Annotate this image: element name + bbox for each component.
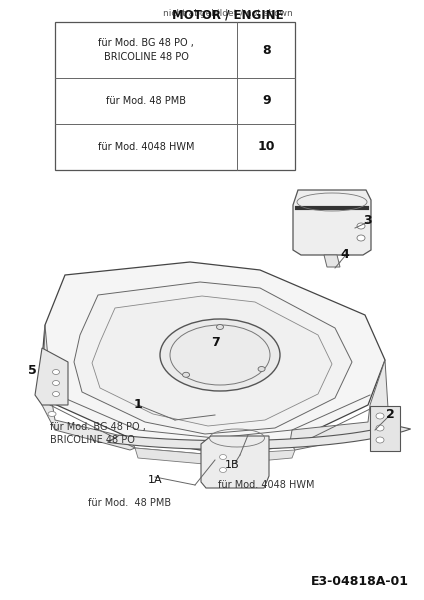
Ellipse shape <box>217 325 223 329</box>
Ellipse shape <box>160 319 280 391</box>
Bar <box>55 22 295 170</box>
Ellipse shape <box>48 400 56 404</box>
Bar <box>370 406 400 451</box>
Polygon shape <box>108 425 411 449</box>
Text: E3-04818A-01: E3-04818A-01 <box>311 575 409 588</box>
Ellipse shape <box>53 370 59 374</box>
Ellipse shape <box>53 380 59 385</box>
Ellipse shape <box>357 235 365 241</box>
Text: 1A: 1A <box>148 475 162 485</box>
Text: 10: 10 <box>257 140 275 154</box>
Text: 9: 9 <box>262 94 271 107</box>
Text: 1B: 1B <box>225 460 239 470</box>
Polygon shape <box>324 255 340 267</box>
Text: nicht abgebildet / not shown: nicht abgebildet / not shown <box>163 9 293 18</box>
Text: 7: 7 <box>211 335 219 349</box>
Ellipse shape <box>376 425 384 431</box>
Text: 5: 5 <box>28 364 36 377</box>
Polygon shape <box>42 325 135 450</box>
Text: für Mod.  48 PMB: für Mod. 48 PMB <box>88 498 171 508</box>
Text: für Mod. BG 48 PO ,
BRICOLINE 48 PO: für Mod. BG 48 PO , BRICOLINE 48 PO <box>50 422 146 445</box>
Text: 8: 8 <box>262 43 271 56</box>
Polygon shape <box>92 296 332 426</box>
Text: 1: 1 <box>134 398 142 412</box>
Ellipse shape <box>258 367 265 371</box>
Text: 4: 4 <box>340 248 349 262</box>
Text: MOTOR / ENGINE: MOTOR / ENGINE <box>172 9 284 22</box>
Ellipse shape <box>53 391 59 397</box>
Ellipse shape <box>220 467 226 473</box>
Polygon shape <box>293 190 371 255</box>
Text: 3: 3 <box>364 214 372 226</box>
Text: für Mod. 4048 HWM: für Mod. 4048 HWM <box>218 480 315 490</box>
Polygon shape <box>290 360 388 450</box>
Text: für Mod. 4048 HWM: für Mod. 4048 HWM <box>98 142 195 152</box>
Ellipse shape <box>376 413 384 419</box>
Polygon shape <box>42 262 385 450</box>
Polygon shape <box>201 436 269 488</box>
Ellipse shape <box>220 455 226 460</box>
Ellipse shape <box>183 372 190 377</box>
Polygon shape <box>74 282 352 434</box>
Text: für Mod. 48 PMB: für Mod. 48 PMB <box>106 96 186 106</box>
Ellipse shape <box>48 412 56 416</box>
Text: 2: 2 <box>385 409 394 421</box>
Ellipse shape <box>376 437 384 443</box>
Polygon shape <box>135 448 295 465</box>
Text: für Mod. BG 48 PO ,
BRICOLINE 48 PO: für Mod. BG 48 PO , BRICOLINE 48 PO <box>98 38 194 62</box>
Ellipse shape <box>357 223 365 229</box>
Ellipse shape <box>48 388 56 392</box>
Polygon shape <box>35 348 68 405</box>
